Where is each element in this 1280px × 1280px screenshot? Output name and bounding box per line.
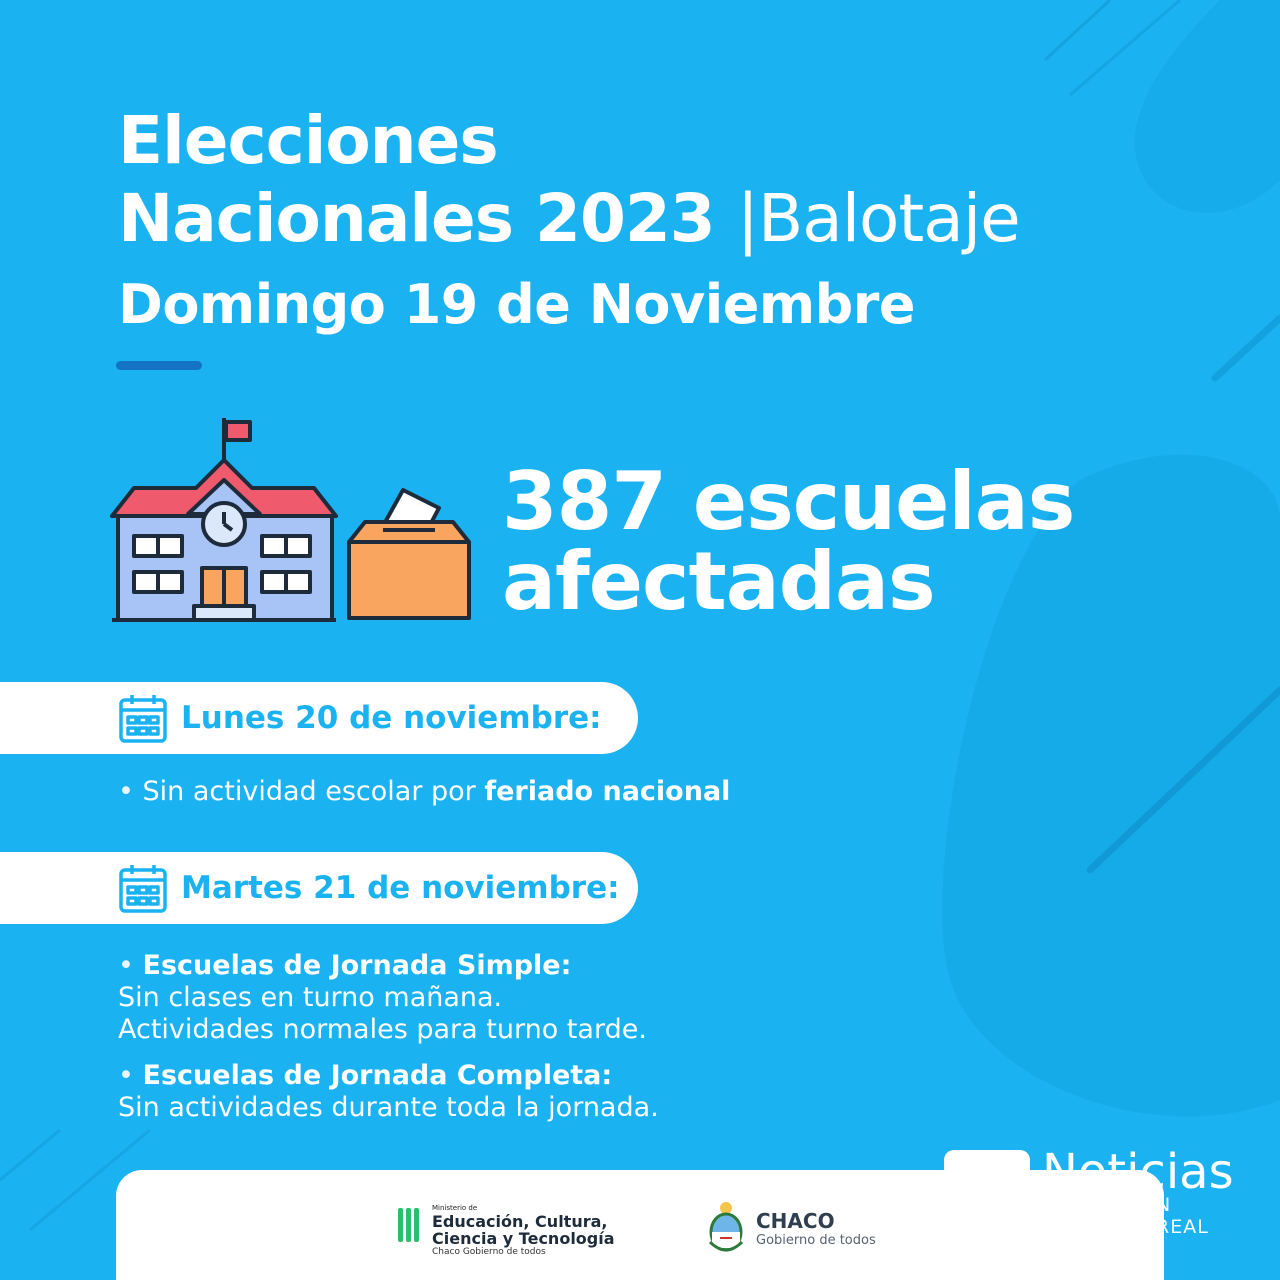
- calendar-icon: [119, 865, 167, 913]
- day-label-tuesday: Martes 21 de noviembre:: [181, 870, 620, 906]
- ministry-bars-icon: [398, 1208, 420, 1242]
- calendar-icon: [119, 695, 167, 743]
- bullet: •: [118, 950, 134, 981]
- chaco-seal-icon: [708, 1202, 744, 1252]
- tuesday-details: • Escuelas de Jornada Simple: Sin clases…: [118, 950, 659, 1124]
- ballot-box-icon: [347, 488, 471, 620]
- ministry-small: Ministerio de: [432, 1204, 478, 1212]
- chaco-sub: Gobierno de todos: [756, 1233, 876, 1248]
- title-line-1: Elecciones: [118, 102, 499, 179]
- complete-heading: Escuelas de Jornada Completa:: [142, 1060, 613, 1091]
- ministry-text: Ministerio de Educación, Cultura, Cienci…: [432, 1204, 615, 1258]
- ministry-line-2: Ciencia y Tecnología: [432, 1229, 615, 1248]
- school-icon: [110, 418, 338, 622]
- headline-line-2: afectadas: [502, 535, 936, 628]
- title-line-2: Nacionales 2023 |Balotaje: [118, 180, 1021, 258]
- simple-line-1: Sin clases en turno mañana.: [118, 982, 503, 1013]
- monday-details: • Sin actividad escolar por feriado naci…: [118, 776, 730, 808]
- day-label-monday: Lunes 20 de noviembre:: [181, 700, 602, 736]
- spacer: [118, 1046, 659, 1060]
- title-bold-part: Nacionales 2023: [118, 180, 716, 257]
- day-banner-tuesday: Martes 21 de noviembre:: [0, 852, 638, 924]
- headline-line-1: 387 escuelas: [502, 455, 1075, 548]
- simple-heading-line: • Escuelas de Jornada Simple:: [118, 950, 659, 982]
- chaco-name: CHACO: [756, 1209, 835, 1233]
- title-underline: [116, 361, 202, 370]
- footer-bar: Ministerio de Educación, Cultura, Cienci…: [116, 1170, 1164, 1280]
- page-title: Elecciones Nacionales 2023 |Balotaje: [118, 102, 1021, 258]
- date-subtitle: Domingo 19 de Noviembre: [118, 273, 916, 336]
- simple-heading: Escuelas de Jornada Simple:: [142, 950, 572, 981]
- ministry-foot: Chaco Gobierno de todos: [432, 1247, 546, 1257]
- bullet: •: [118, 1060, 134, 1091]
- day-banner-monday: Lunes 20 de noviembre:: [0, 682, 638, 754]
- monday-text: Sin actividad escolar por: [142, 776, 476, 807]
- title-separator: |: [736, 180, 759, 257]
- monday-emphasis: feriado nacional: [484, 776, 731, 807]
- ministry-line-1: Educación, Cultura,: [432, 1212, 608, 1231]
- complete-line-1: Sin actividades durante toda la jornada.: [118, 1092, 659, 1123]
- simple-line-2: Actividades normales para turno tarde.: [118, 1014, 647, 1045]
- headline: 387 escuelas afectadas: [502, 455, 1075, 628]
- complete-heading-line: • Escuelas de Jornada Completa:: [118, 1060, 659, 1092]
- bullet: •: [118, 776, 134, 807]
- title-light-part: Balotaje: [757, 180, 1021, 257]
